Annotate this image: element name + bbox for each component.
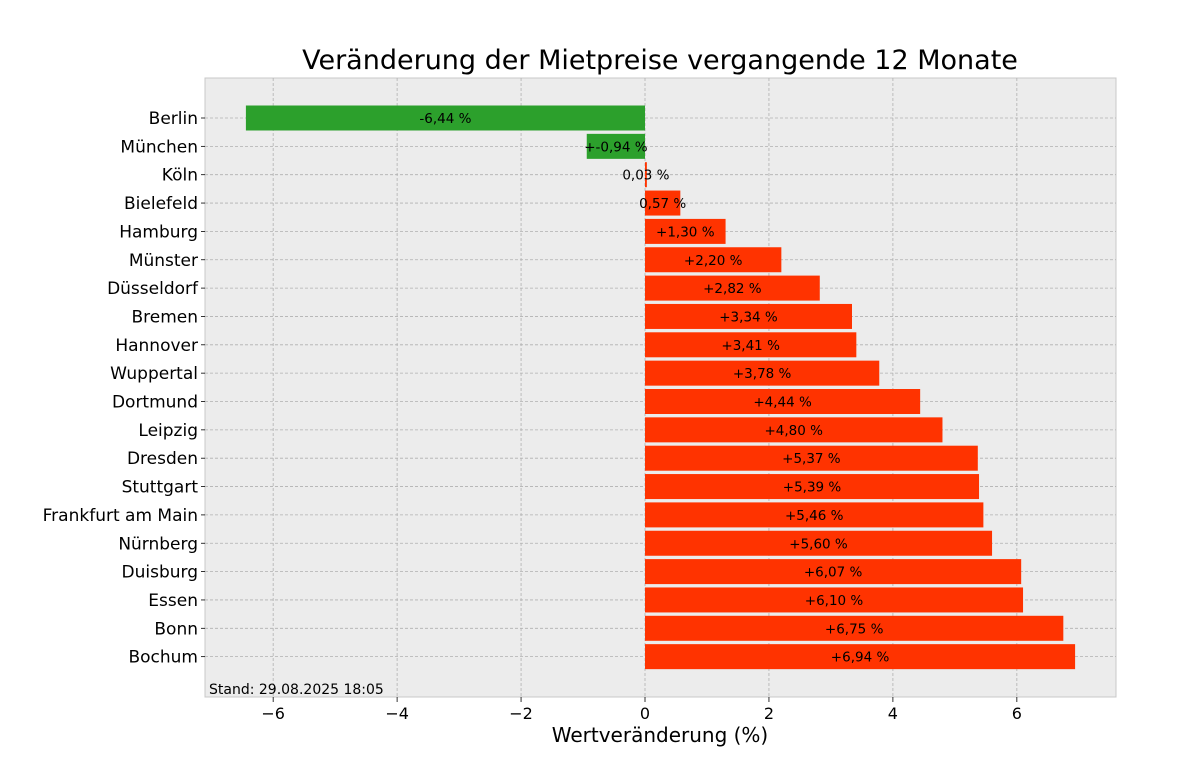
bar xyxy=(645,162,647,188)
value-label: 0,57 % xyxy=(639,196,686,212)
value-labels: -6,44 % +-0,94 % 0,03 % 0,57 % +1,30 % +2,20 … xyxy=(419,111,889,666)
category-label: Bonn xyxy=(154,619,198,639)
bar xyxy=(645,474,980,500)
value-label: -6,44 % xyxy=(419,111,471,127)
category-label: Hannover xyxy=(115,336,198,356)
bar xyxy=(645,417,943,443)
category-label: Bielefeld xyxy=(124,194,198,214)
bar xyxy=(645,530,993,556)
bar xyxy=(645,445,978,471)
category-label: Stuttgart xyxy=(122,478,199,498)
value-label: +1,30 % xyxy=(656,224,715,240)
category-label: Wuppertal xyxy=(110,364,198,384)
bar xyxy=(645,502,984,528)
category-label: Nürnberg xyxy=(118,534,198,554)
value-label: +2,20 % xyxy=(684,253,743,269)
x-axis-label: Wertveränderung (%) xyxy=(552,723,769,747)
bars xyxy=(245,105,1076,670)
value-label: +3,34 % xyxy=(719,309,778,325)
value-label: 0,03 % xyxy=(622,168,669,184)
x-tick-label: 4 xyxy=(888,704,898,723)
chart-title: Veränderung der Mietpreise vergangende 1… xyxy=(302,45,1018,76)
category-label: Essen xyxy=(148,591,198,611)
bar xyxy=(645,389,921,414)
value-label: +6,10 % xyxy=(805,593,864,609)
x-tick-label: 6 xyxy=(1012,704,1022,723)
category-label: Frankfurt am Main xyxy=(43,506,198,526)
category-label: Dresden xyxy=(127,449,198,469)
value-label: +6,07 % xyxy=(804,565,863,581)
bar xyxy=(645,247,782,273)
x-tick-label: 2 xyxy=(764,704,774,723)
bar xyxy=(645,303,852,329)
bar xyxy=(645,332,857,358)
category-label: Bochum xyxy=(128,648,198,668)
bar xyxy=(245,105,646,131)
category-labels: Berlin München Köln Bielefeld Hamburg Münster… xyxy=(43,109,205,668)
category-label: Münster xyxy=(129,251,198,271)
category-label: Hamburg xyxy=(119,222,198,242)
bar xyxy=(586,133,646,159)
bar xyxy=(645,587,1024,613)
x-tick-label: −6 xyxy=(261,704,285,723)
timestamp-footnote: Stand: 29.08.2025 18:05 xyxy=(209,682,384,698)
value-label: +6,75 % xyxy=(825,621,884,637)
bar xyxy=(645,275,820,301)
x-tick-label: 0 xyxy=(640,704,650,723)
category-label: Leipzig xyxy=(138,421,198,441)
value-label: +5,60 % xyxy=(789,536,848,552)
category-label: Dortmund xyxy=(112,393,198,413)
x-axis-ticks: −6 −4 −2 0 2 4 6 xyxy=(261,697,1022,723)
category-label: Berlin xyxy=(149,109,198,129)
value-label: +4,80 % xyxy=(764,423,823,439)
x-tick-label: −2 xyxy=(509,704,533,723)
value-label: +5,37 % xyxy=(782,451,841,467)
category-label: Düsseldorf xyxy=(107,279,199,299)
bar xyxy=(645,615,1064,641)
category-label: Duisburg xyxy=(122,563,199,583)
value-label: +3,41 % xyxy=(721,338,780,354)
bar xyxy=(645,218,726,244)
value-label: +5,46 % xyxy=(785,508,844,524)
category-label: Bremen xyxy=(131,307,198,327)
value-label: +3,78 % xyxy=(733,366,792,382)
category-label: Köln xyxy=(162,166,198,186)
category-label: München xyxy=(120,137,198,157)
x-tick-label: −4 xyxy=(385,704,409,723)
value-label: +4,44 % xyxy=(753,395,812,411)
value-label: +5,39 % xyxy=(783,480,842,496)
value-label: +2,82 % xyxy=(703,281,762,297)
bar xyxy=(645,559,1022,585)
value-label: +-0,94 % xyxy=(584,139,648,155)
bar xyxy=(645,644,1076,670)
value-label: +6,94 % xyxy=(831,650,890,666)
bar xyxy=(645,190,681,216)
bar xyxy=(645,360,880,386)
